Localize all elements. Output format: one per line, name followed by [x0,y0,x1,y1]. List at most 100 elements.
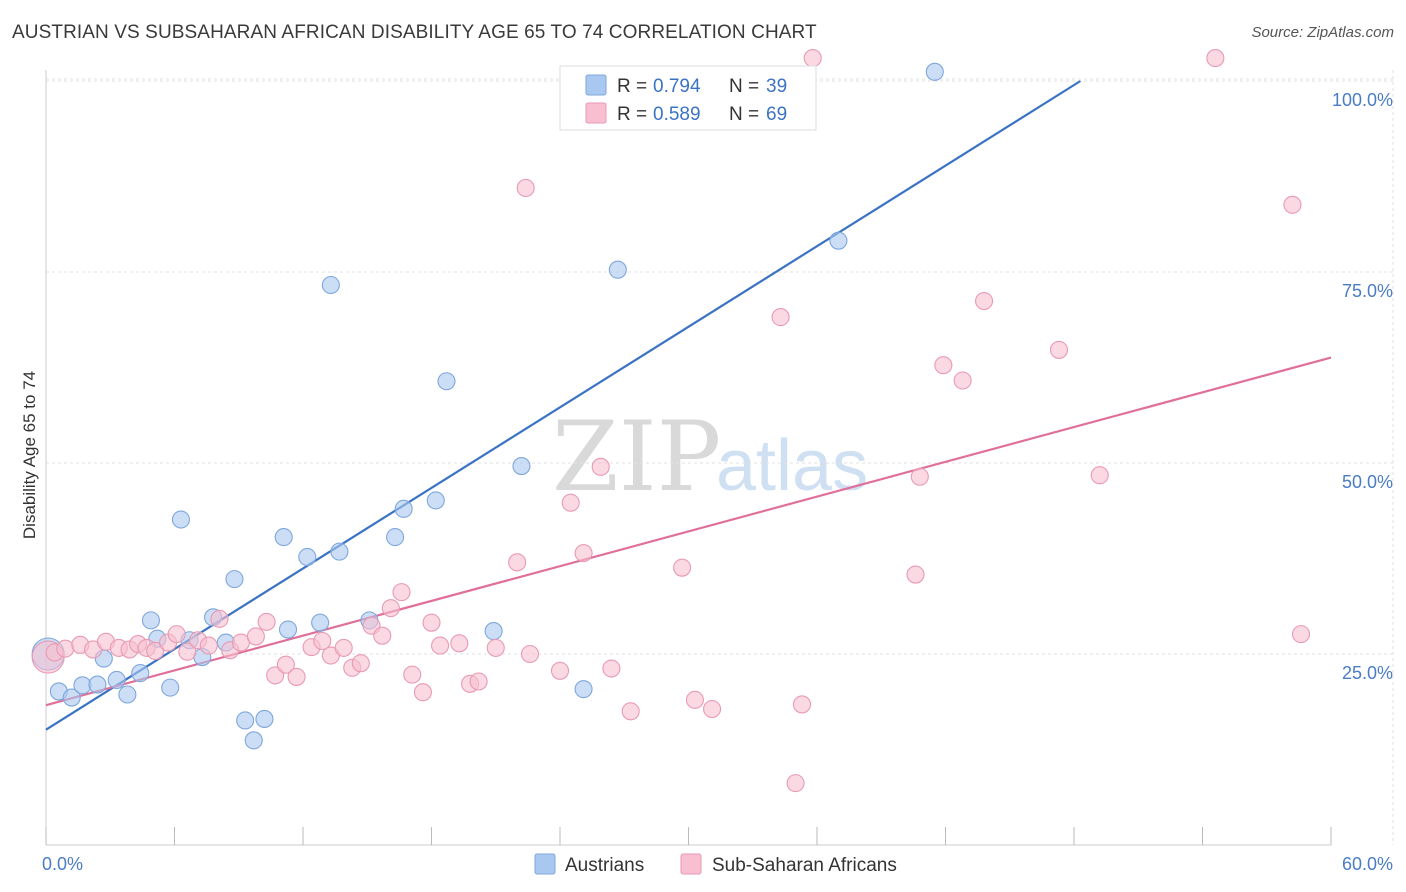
data-point [392,583,411,602]
bottom-legend-swatch-austrians [534,853,556,875]
data-point [178,642,197,661]
x-tick-label: 0.0% [42,854,83,874]
data-point [621,702,640,721]
data-point [413,683,432,702]
data-point [574,680,593,699]
data-point [450,634,469,653]
y-tick-label: 100.0% [1332,90,1393,110]
data-point [1090,466,1109,485]
data-point [298,547,317,567]
bottom-legend-label-subsaharan: Sub-Saharan Africans [712,855,897,876]
series-subsaharan [31,49,1311,793]
data-point [906,565,925,584]
legend-n-value-subsaharan: 69 [766,104,787,125]
data-point [146,641,165,660]
data-point [257,612,276,631]
legend-r-label-subsaharan: R = [617,104,647,125]
bottom-legend: Austrians Sub-Saharan Africans [534,853,897,876]
data-point [608,260,627,279]
data-point [167,625,186,644]
data-point [255,709,274,728]
data-point [107,670,126,690]
y-tick-label: 25.0% [1342,663,1393,683]
data-point [1049,340,1069,359]
data-point [426,491,445,510]
data-point [373,626,392,645]
data-point [56,639,75,658]
data-point [925,62,944,81]
data-points [31,49,1311,793]
data-point [141,611,160,630]
data-point [381,599,400,618]
x-tick-label: 60.0% [1342,854,1393,874]
data-point [484,622,503,641]
data-point [786,774,805,793]
data-point [321,275,340,295]
data-point [512,457,531,476]
bottom-legend-swatch-subsaharan [680,853,702,875]
data-point [437,372,456,391]
data-point [934,356,953,375]
source-label: Source: ZipAtlas.com [1251,24,1394,41]
bottom-legend-label-austrians: Austrians [565,855,644,876]
data-point [422,613,441,632]
legend-n-value-austrians: 39 [766,76,787,97]
data-point [88,675,107,694]
data-point [1283,195,1302,214]
data-point [561,493,580,512]
data-point [792,695,812,714]
data-point [602,659,621,678]
data-point [386,528,405,547]
legend: R = 0.794 N = 39 R = 0.589 N = 69 [559,65,817,131]
trend-line-subsaharan [45,356,1332,707]
data-point [486,638,505,657]
legend-r-value-austrians: 0.794 [653,76,701,97]
data-point [351,654,370,673]
data-point [73,676,92,695]
data-point [953,371,972,390]
legend-r-value-subsaharan: 0.589 [653,104,701,125]
data-point [703,699,722,719]
watermark: ZIP atlas [552,401,868,513]
y-tick-label: 75.0% [1342,281,1393,301]
data-point [550,661,570,680]
data-point [431,636,450,655]
tick-labels: 25.0% 50.0% 75.0% 100.0% 0.0% 60.0% [42,90,1393,874]
data-point [274,528,293,547]
data-point [520,644,540,664]
data-point [685,690,704,709]
legend-r-label-austrians: R = [617,76,647,97]
data-point [199,636,218,655]
data-point [313,631,332,651]
data-point [246,627,265,646]
data-point [334,638,353,657]
data-point [803,49,822,68]
data-point [394,499,413,518]
legend-n-label-subsaharan: N = [729,104,759,125]
legend-swatch-austrians [585,74,607,96]
data-point [771,308,790,327]
data-point [118,685,137,704]
watermark-zip: ZIP [552,401,721,513]
data-point [591,457,610,476]
y-tick-label: 50.0% [1342,472,1393,492]
data-point [508,553,527,572]
data-point [469,672,488,691]
data-point [673,558,692,577]
data-point [311,613,330,632]
data-point [403,665,422,684]
legend-swatch-subsaharan [585,102,607,124]
axes [45,70,1332,846]
data-point [330,542,349,561]
data-point [244,731,263,750]
data-point [210,609,229,628]
data-point [236,711,255,730]
data-point [278,620,298,639]
data-point [225,570,244,589]
data-point [276,655,295,674]
data-point [171,510,190,529]
chart-title: AUSTRIAN VS SUBSAHARAN AFRICAN DISABILIT… [12,22,817,43]
legend-n-label-austrians: N = [729,76,759,97]
data-point [161,678,180,697]
